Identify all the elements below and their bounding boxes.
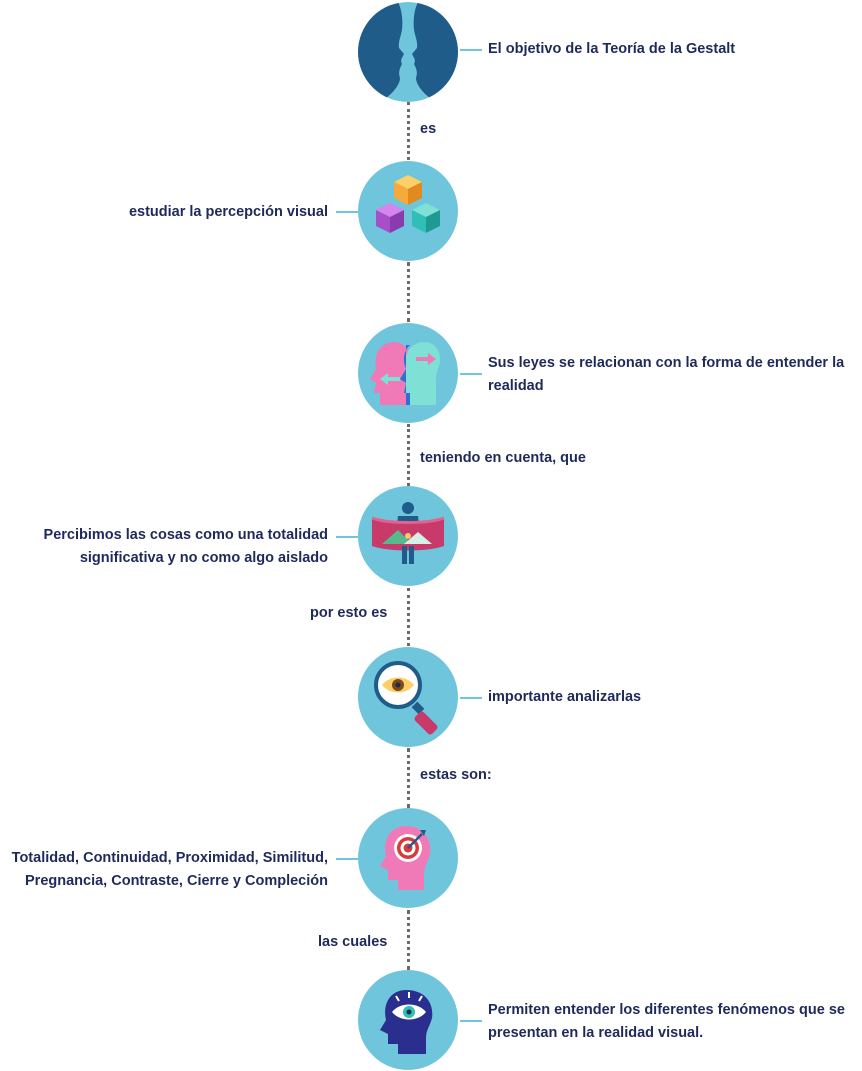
- connector-line: [407, 910, 410, 970]
- label-connector: [336, 858, 358, 860]
- label-connector: [460, 49, 482, 51]
- link-label: teniendo en cuenta, que: [420, 450, 586, 466]
- step-label: Totalidad, Continuidad, Proximidad, Simi…: [11, 850, 328, 889]
- step-label: Percibimos las cosas como una totalidad …: [43, 527, 328, 566]
- step-label: Sus leyes se relacionan con la forma de …: [488, 355, 845, 394]
- link-label: por esto es: [310, 605, 388, 621]
- label-connector: [336, 536, 358, 538]
- connector-line: [407, 588, 410, 646]
- connector-line: [407, 262, 410, 322]
- cubes-icon: [358, 161, 458, 261]
- label-connector: [460, 373, 482, 375]
- label-connector: [336, 211, 358, 213]
- head-eye-icon: [358, 970, 458, 1070]
- connector-line: [407, 424, 410, 486]
- link-label: estas son:: [420, 767, 492, 783]
- head-target-icon: [358, 808, 458, 908]
- magnifier-eye-icon: [358, 647, 458, 747]
- connector-line: [407, 102, 410, 160]
- label-connector: [460, 1020, 482, 1022]
- link-label: las cuales: [318, 934, 388, 950]
- panorama-person-icon: [358, 486, 458, 586]
- two-faces-icon: [358, 2, 458, 102]
- step-label: importante analizarlas: [488, 689, 642, 705]
- connector-line: [407, 748, 410, 808]
- link-label: es: [420, 121, 437, 137]
- step-label: El objetivo de la Teoría de la Gestalt: [488, 41, 736, 57]
- step-label: Permiten entender los diferentes fenómen…: [488, 1002, 845, 1041]
- step-label: estudiar la percepción visual: [128, 204, 328, 220]
- heads-exchange-icon: [358, 323, 458, 423]
- label-connector: [460, 697, 482, 699]
